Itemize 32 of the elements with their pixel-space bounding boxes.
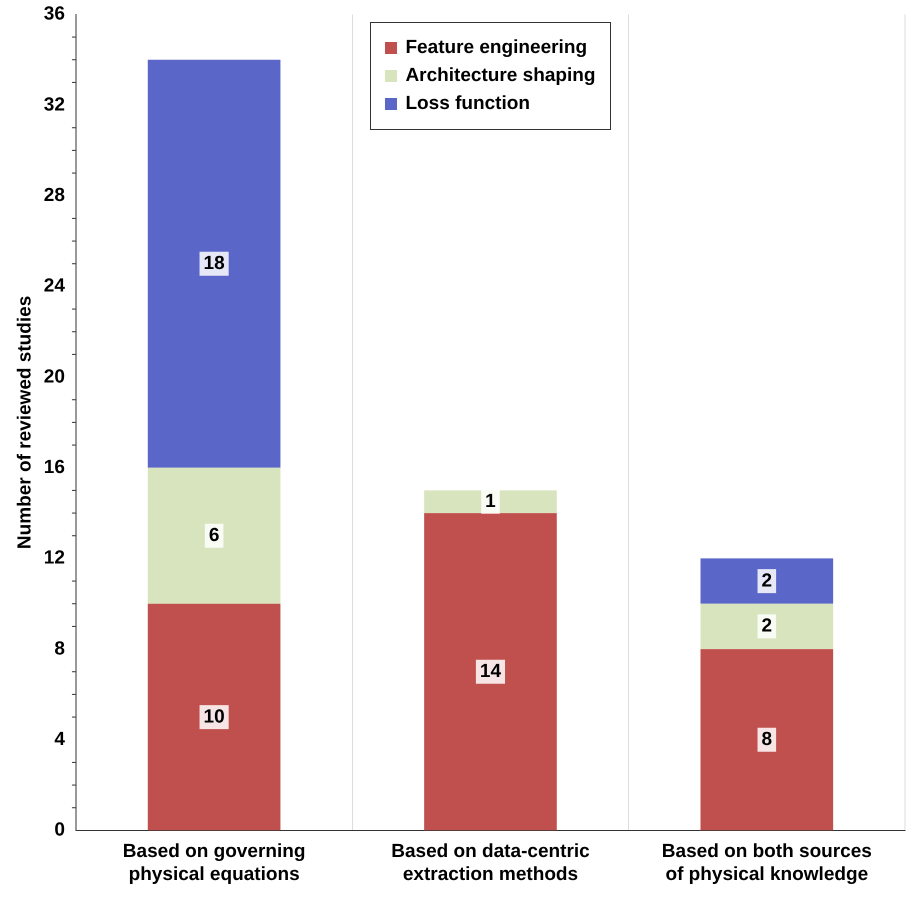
bar bbox=[148, 604, 280, 830]
x-tick-label: Based on governing physical equations bbox=[122, 841, 306, 885]
bar bbox=[148, 468, 280, 604]
y-tick-label: 28 bbox=[44, 184, 65, 206]
x-tick-label: Based on data-centric extraction methods bbox=[391, 841, 590, 885]
y-tick-label: 16 bbox=[44, 456, 65, 478]
data-label: 1 bbox=[485, 490, 496, 512]
data-label: 2 bbox=[762, 570, 772, 592]
bar bbox=[148, 60, 280, 468]
y-tick-label: 20 bbox=[44, 366, 65, 388]
y-axis-title: Number of reviewed studies bbox=[14, 296, 36, 550]
legend-label: Architecture shaping bbox=[405, 65, 596, 88]
y-tick-label: 4 bbox=[54, 728, 66, 750]
y-tick-label: 32 bbox=[44, 94, 65, 116]
data-label: 14 bbox=[480, 660, 502, 682]
y-tick-label: 0 bbox=[54, 820, 65, 841]
bar bbox=[700, 604, 834, 650]
data-label: 8 bbox=[762, 728, 772, 750]
bar bbox=[700, 649, 834, 830]
data-label: 18 bbox=[204, 252, 225, 274]
x-tick-label: Based on both sources of physical knowledge bbox=[662, 841, 872, 885]
y-tick-label: 12 bbox=[44, 548, 65, 569]
y-tick-label: 36 bbox=[44, 4, 65, 25]
data-label: 2 bbox=[762, 616, 772, 637]
data-label: 10 bbox=[204, 706, 225, 728]
y-tick-label: 8 bbox=[54, 638, 65, 660]
y-tick-label: 24 bbox=[44, 276, 66, 297]
bar bbox=[700, 558, 834, 604]
data-label: 6 bbox=[208, 524, 220, 546]
legend-label: Loss function bbox=[405, 93, 530, 116]
legend-label: Feature engineering bbox=[405, 37, 588, 60]
bar bbox=[424, 513, 557, 830]
